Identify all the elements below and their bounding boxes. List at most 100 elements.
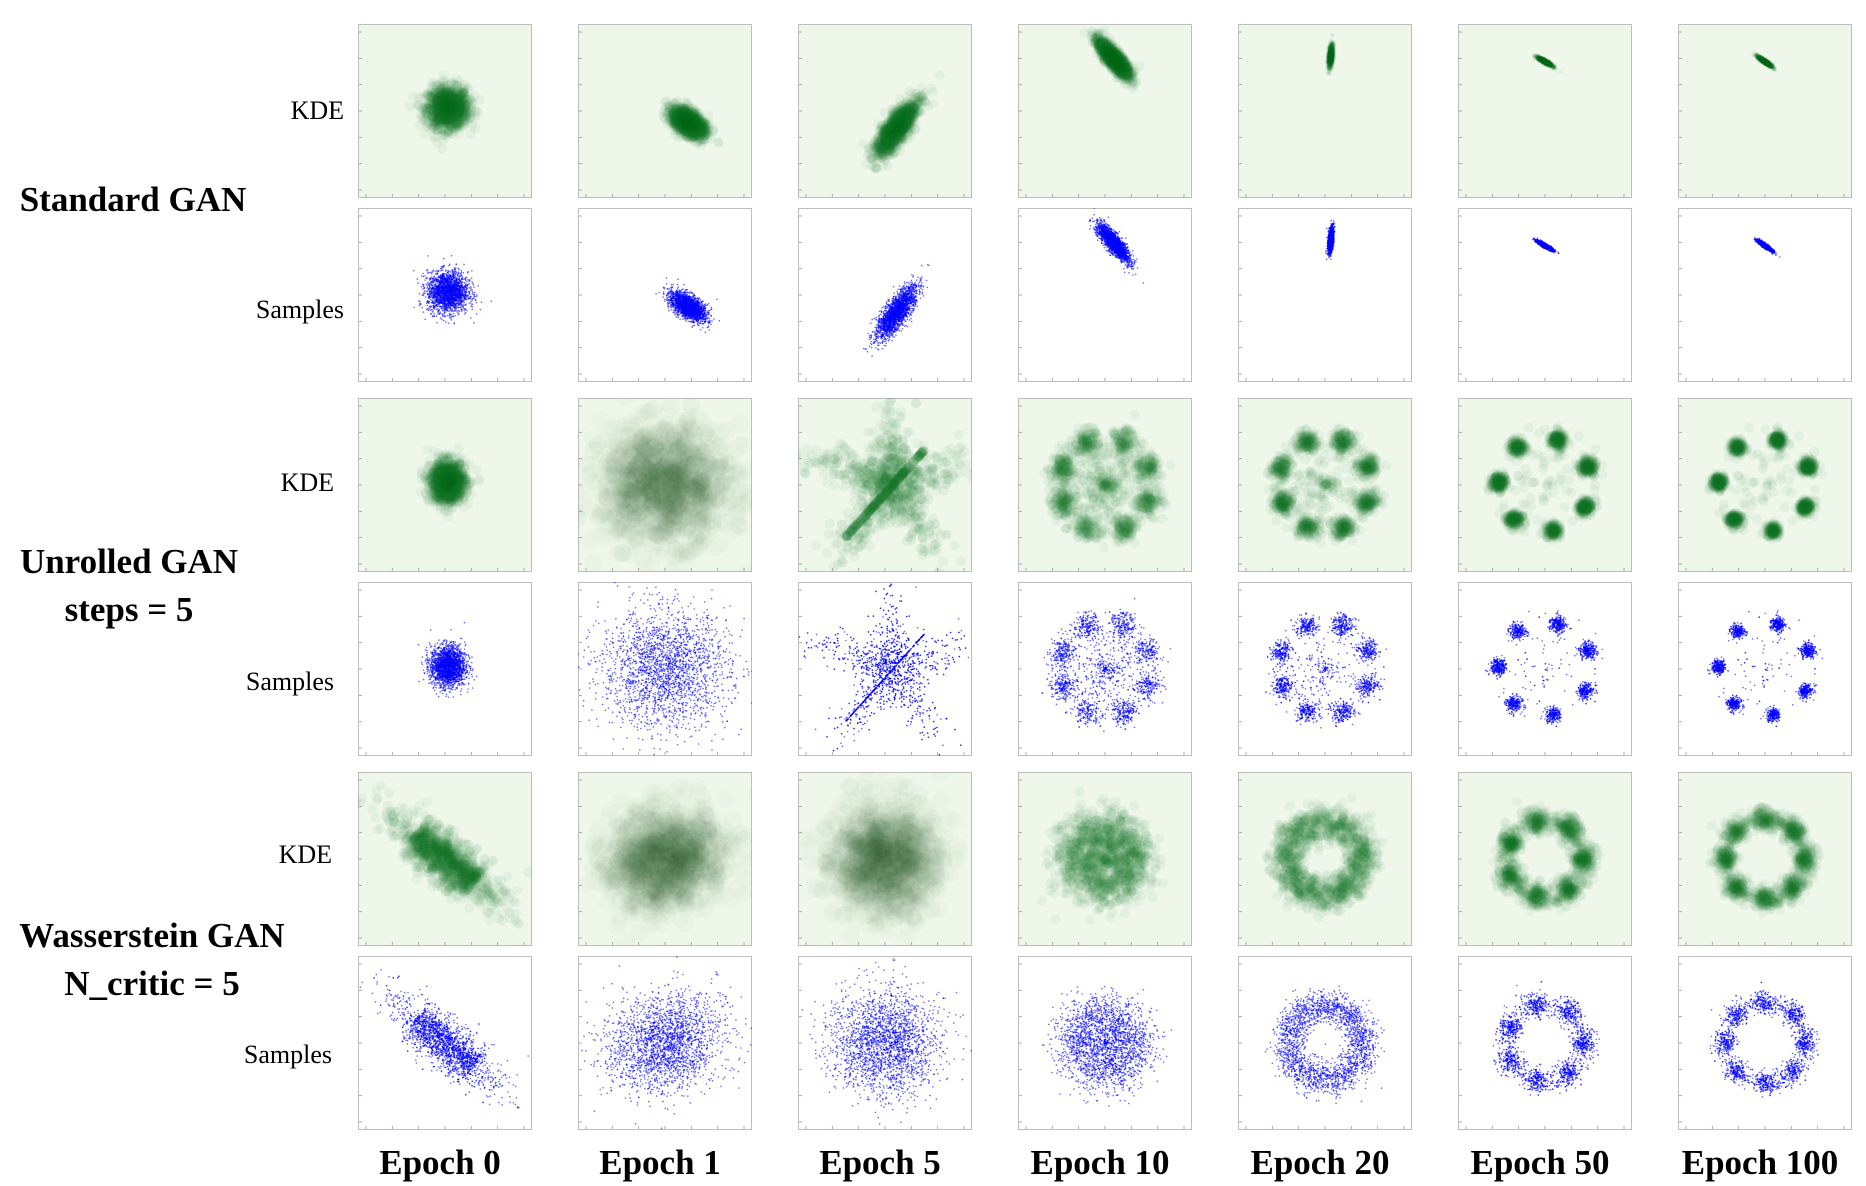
- sample-point: [426, 277, 428, 279]
- sample-point: [442, 297, 444, 299]
- sample-point: [472, 293, 474, 295]
- sample-point: [471, 309, 473, 311]
- sample-point: [449, 310, 451, 312]
- sample-point: [441, 289, 443, 291]
- sample-point: [471, 300, 473, 302]
- kde-mark: [434, 124, 444, 134]
- sample-point: [447, 270, 449, 272]
- sample-point: [464, 282, 466, 284]
- sample-point: [476, 313, 478, 315]
- sample-point: [457, 276, 459, 278]
- sample-point: [451, 276, 453, 278]
- sample-point: [424, 275, 426, 277]
- sample-point: [442, 310, 444, 312]
- sample-point: [458, 295, 460, 297]
- sample-point: [456, 307, 458, 309]
- sample-point: [459, 303, 461, 305]
- sample-point: [438, 271, 440, 273]
- sample-point: [491, 301, 493, 303]
- sample-point: [438, 287, 440, 289]
- sample-point: [423, 311, 425, 313]
- sample-point: [442, 308, 444, 310]
- sample-point: [431, 287, 433, 289]
- sample-point: [452, 278, 454, 280]
- sample-point: [422, 284, 424, 286]
- sample-point: [453, 313, 455, 315]
- sample-point: [422, 273, 424, 275]
- sample-point: [457, 274, 459, 276]
- sample-point: [453, 300, 455, 302]
- sample-point: [447, 291, 449, 293]
- sample-point: [450, 305, 452, 307]
- sample-point: [459, 285, 461, 287]
- kde-mark: [466, 129, 476, 139]
- sample-point: [465, 297, 467, 299]
- sample-point: [433, 294, 435, 296]
- sample-point: [429, 284, 431, 286]
- sample-point: [470, 298, 472, 300]
- sample-point: [426, 309, 428, 311]
- sample-point: [431, 296, 433, 298]
- sample-point: [460, 305, 462, 307]
- sample-point: [467, 279, 469, 281]
- sample-point: [458, 267, 460, 269]
- sample-point: [447, 278, 449, 280]
- sample-point: [458, 276, 460, 278]
- sample-point: [454, 288, 456, 290]
- sample-point: [454, 306, 456, 308]
- column-label-epoch-20: Epoch 20: [1230, 1143, 1410, 1183]
- sample-point: [419, 301, 421, 303]
- sample-point: [437, 302, 439, 304]
- sample-point: [447, 310, 449, 312]
- sample-point: [454, 275, 456, 277]
- sample-point: [441, 319, 443, 321]
- sample-point: [471, 277, 473, 279]
- sample-point: [454, 267, 456, 269]
- sample-point: [437, 313, 439, 315]
- sample-point: [458, 297, 460, 299]
- sample-point: [454, 282, 456, 284]
- sample-point: [451, 310, 453, 312]
- sample-point: [422, 288, 424, 290]
- kde-mark: [437, 144, 447, 154]
- sample-point: [469, 279, 471, 281]
- sample-point: [466, 299, 468, 301]
- sample-point: [455, 267, 457, 269]
- sample-point: [481, 302, 483, 304]
- sample-point: [433, 297, 435, 299]
- sample-point: [440, 291, 442, 293]
- sample-point: [471, 270, 473, 272]
- sample-point: [452, 284, 454, 286]
- sample-point: [433, 275, 435, 277]
- sample-point: [458, 273, 460, 275]
- sample-point: [427, 290, 429, 292]
- sample-point: [448, 303, 450, 305]
- sample-point: [427, 282, 429, 284]
- sample-point: [429, 294, 431, 296]
- sample-point: [433, 304, 435, 306]
- sample-point: [470, 303, 472, 305]
- sample-point: [429, 272, 431, 274]
- sample-point: [413, 270, 415, 272]
- sample-point: [448, 300, 450, 302]
- sample-point: [428, 295, 430, 297]
- kde-mark: [432, 116, 442, 126]
- kde-mark: [713, 138, 723, 148]
- sample-point: [444, 289, 446, 291]
- sample-point: [455, 310, 457, 312]
- sample-point: [427, 272, 429, 274]
- sample-point: [461, 270, 463, 272]
- sample-point: [446, 274, 448, 276]
- sample-point: [465, 303, 467, 305]
- sample-point: [460, 287, 462, 289]
- sample-point: [447, 307, 449, 309]
- sample-point: [464, 286, 466, 288]
- sample-point: [458, 269, 460, 271]
- sample-point: [423, 293, 425, 295]
- sample-point: [464, 308, 466, 310]
- sample-point: [431, 302, 433, 304]
- sample-point: [443, 281, 445, 283]
- sample-point: [429, 288, 431, 290]
- sample-point: [439, 278, 441, 280]
- sample-point: [473, 286, 475, 288]
